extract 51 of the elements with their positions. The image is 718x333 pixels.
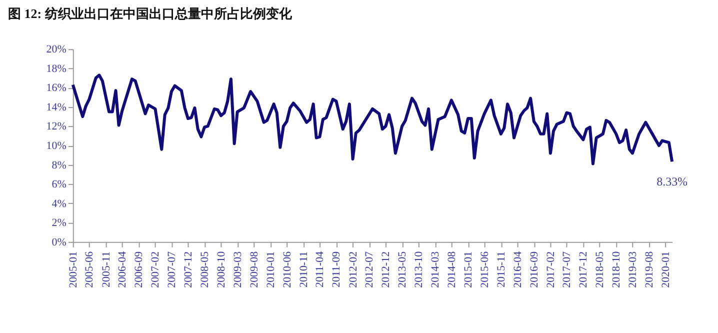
y-tick-label: 20% xyxy=(46,44,66,56)
chart-title: 图 12: 纺织业出口在中国出口总量中所占比例变化 xyxy=(8,6,293,22)
x-tick-label: 2017-07 xyxy=(561,250,574,288)
y-tick-label: 4% xyxy=(52,198,66,210)
x-tick-label: 2008-05 xyxy=(198,250,211,288)
x-tick-label: 2013-05 xyxy=(396,250,409,288)
x-tick-label: 2005-11 xyxy=(100,251,112,288)
x-tick-label: 2019-03 xyxy=(626,250,639,288)
x-tick-label: 2012-07 xyxy=(364,250,376,288)
x-tick-label: 2013-10 xyxy=(413,250,426,288)
x-tick-label: 2008-10 xyxy=(216,250,228,288)
x-tick-label: 2005-06 xyxy=(84,250,96,288)
x-tick-label: 2009-03 xyxy=(232,250,244,288)
x-tick-label: 2010-01 xyxy=(264,251,277,288)
x-tick-label: 2010-06 xyxy=(281,250,294,288)
x-tick-label: 2015-01 xyxy=(462,251,475,288)
x-tick-label: 2007-02 xyxy=(150,251,162,288)
x-tick-label: 2017-12 xyxy=(578,251,590,288)
y-tick-label: 8% xyxy=(52,159,66,172)
line-series xyxy=(71,74,674,166)
x-tick-label: 2007-12 xyxy=(182,251,195,288)
x-tick-label: 2009-08 xyxy=(248,250,260,288)
x-tick-label: 2016-09 xyxy=(528,250,540,288)
y-tick-label: 18% xyxy=(46,62,66,75)
x-tick-label: 2006-04 xyxy=(116,250,129,288)
x-tick-label: 2012-12 xyxy=(380,251,392,288)
x-tick-label: 2019-08 xyxy=(644,250,656,288)
x-tick-label: 2018-10 xyxy=(610,250,623,288)
x-tick-label: 2006-09 xyxy=(133,250,146,288)
y-tick-label: 6% xyxy=(52,178,66,191)
x-tick-label: 2012-02 xyxy=(347,251,360,288)
x-tick-label: 2005-01 xyxy=(67,251,80,288)
x-tick-label: 2018-05 xyxy=(594,250,606,288)
x-tick-label: 2011-04 xyxy=(314,250,326,288)
x-tick-label: 2014-08 xyxy=(446,250,458,288)
y-tick-label: 16% xyxy=(46,82,66,94)
y-tick-label: 10% xyxy=(46,140,66,152)
x-tick-label: 2015-11 xyxy=(495,251,508,288)
y-tick-label: 12% xyxy=(46,120,66,133)
x-tick-label: 2020-01 xyxy=(660,251,672,288)
y-tick-label: 14% xyxy=(46,101,66,114)
x-tick-label: 2016-04 xyxy=(512,250,524,288)
x-tick-label: 2010-11 xyxy=(298,251,310,288)
x-tick-label: 2007-07 xyxy=(166,250,178,288)
x-tick-label: 2011-09 xyxy=(330,250,343,288)
y-tick-label: 0% xyxy=(52,236,66,248)
x-tick-label: 2017-02 xyxy=(544,251,557,288)
x-tick-label: 2015-06 xyxy=(478,250,491,288)
y-tick-label: 2% xyxy=(52,217,66,230)
annotation: 8.33% xyxy=(656,174,688,189)
x-tick-label: 2014-03 xyxy=(429,250,442,288)
